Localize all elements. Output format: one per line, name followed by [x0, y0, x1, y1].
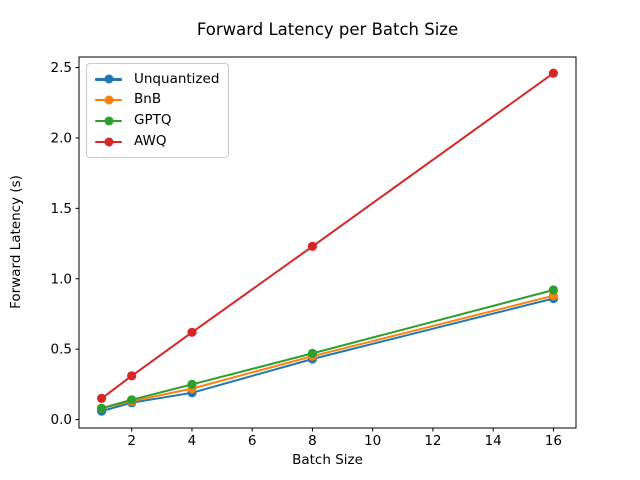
- series-marker-awq-x16: [548, 68, 559, 78]
- series-marker-gptq-x1: [97, 403, 107, 413]
- x-tick-label-12: 12: [424, 433, 441, 449]
- legend-item-bnb: BnB: [95, 90, 219, 111]
- legend-item-gptq: GPTQ: [95, 111, 219, 132]
- series-line-bnb: [101, 294, 554, 410]
- x-tick-label-10: 10: [364, 433, 381, 449]
- series-marker-gptq-x16: [548, 285, 559, 295]
- legend-label-awq: AWQ: [134, 133, 167, 150]
- series-marker-awq-x1: [97, 393, 107, 403]
- x-tick-label-14: 14: [485, 433, 502, 449]
- x-tick-label-6: 6: [248, 433, 257, 449]
- y-tick-label-0.5: 0.5: [51, 342, 72, 358]
- legend: Unquantized BnB GPTQ AWQ: [86, 63, 230, 159]
- y-tick-label-2.0: 2.0: [51, 130, 72, 146]
- y-tick-label-2.5: 2.5: [51, 60, 72, 76]
- series-marker-gptq-x8: [307, 348, 317, 358]
- series-marker-gptq-x4: [187, 379, 197, 389]
- series-marker-gptq-x2: [127, 395, 137, 405]
- series-marker-awq-x2: [127, 371, 137, 381]
- legend-label-unquantized: Unquantized: [134, 70, 220, 87]
- y-tick-label-1.0: 1.0: [51, 271, 72, 287]
- y-tick-label-0.0: 0.0: [51, 412, 72, 428]
- x-tick-label-2: 2: [127, 433, 136, 449]
- legend-line-sample-gptq: [95, 116, 122, 126]
- x-axis-label: Batch Size: [292, 452, 363, 468]
- legend-marker-icon-gptq: [104, 116, 113, 126]
- legend-line-sample-bnb: [95, 95, 122, 105]
- y-axis-label: Forward Latency (s): [7, 175, 24, 309]
- legend-line-sample-unquantized: [95, 74, 122, 84]
- series-marker-awq-x4: [187, 327, 197, 337]
- x-tick-label-16: 16: [545, 433, 562, 449]
- legend-item-unquantized: Unquantized: [95, 69, 219, 90]
- x-tick-label-8: 8: [308, 433, 317, 449]
- legend-label-bnb: BnB: [134, 91, 162, 108]
- axes-spines: [78, 56, 577, 429]
- legend-item-awq: AWQ: [95, 131, 219, 152]
- x-tick-label-4: 4: [188, 433, 197, 449]
- legend-marker-icon-bnb: [104, 95, 113, 105]
- legend-marker-icon-unquantized: [104, 74, 113, 84]
- series-marker-awq-x8: [307, 241, 317, 251]
- legend-line-sample-awq: [95, 137, 122, 147]
- y-tick-label-1.5: 1.5: [51, 201, 72, 217]
- chart-title: Forward Latency per Batch Size: [196, 20, 459, 39]
- legend-marker-icon-awq: [104, 137, 113, 147]
- legend-label-gptq: GPTQ: [134, 112, 172, 129]
